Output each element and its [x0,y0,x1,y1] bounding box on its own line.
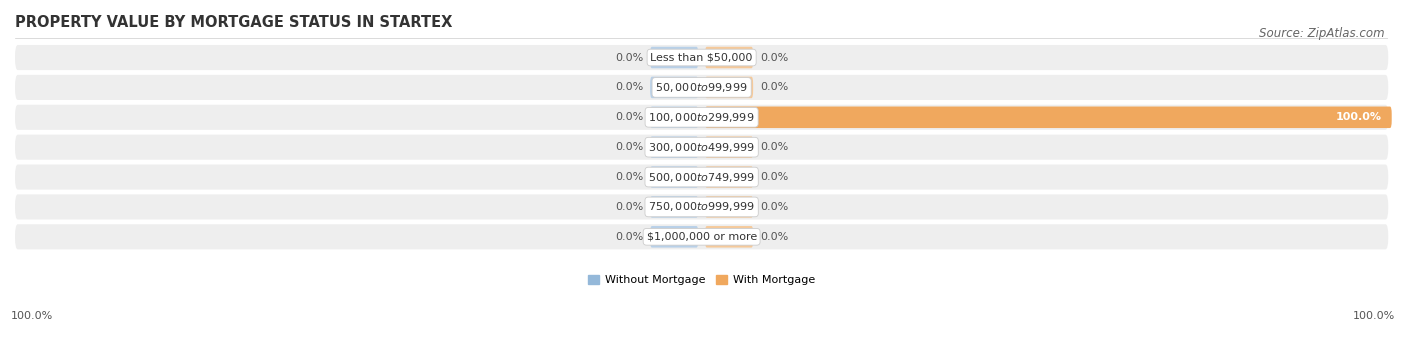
Text: 100.0%: 100.0% [1353,311,1395,321]
Text: Source: ZipAtlas.com: Source: ZipAtlas.com [1260,27,1385,40]
FancyBboxPatch shape [704,196,754,218]
FancyBboxPatch shape [650,226,699,248]
FancyBboxPatch shape [15,75,1388,100]
Text: $1,000,000 or more: $1,000,000 or more [647,232,756,242]
Text: 100.0%: 100.0% [1336,112,1382,122]
Text: 100.0%: 100.0% [11,311,53,321]
Text: $300,000 to $499,999: $300,000 to $499,999 [648,141,755,154]
FancyBboxPatch shape [650,136,699,158]
Text: Less than $50,000: Less than $50,000 [651,53,752,63]
FancyBboxPatch shape [704,136,754,158]
FancyBboxPatch shape [650,47,699,68]
FancyBboxPatch shape [15,194,1388,220]
Text: 0.0%: 0.0% [614,202,644,212]
Text: $50,000 to $99,999: $50,000 to $99,999 [655,81,748,94]
FancyBboxPatch shape [650,166,699,188]
FancyBboxPatch shape [650,196,699,218]
Text: 0.0%: 0.0% [614,82,644,92]
Legend: Without Mortgage, With Mortgage: Without Mortgage, With Mortgage [583,271,820,290]
Text: 0.0%: 0.0% [761,82,789,92]
Text: 0.0%: 0.0% [614,232,644,242]
Text: 0.0%: 0.0% [761,232,789,242]
FancyBboxPatch shape [650,106,699,128]
Text: $100,000 to $299,999: $100,000 to $299,999 [648,111,755,124]
FancyBboxPatch shape [704,76,754,98]
Text: 0.0%: 0.0% [761,172,789,182]
Text: 0.0%: 0.0% [761,142,789,152]
Text: 0.0%: 0.0% [614,142,644,152]
FancyBboxPatch shape [15,105,1388,130]
Text: $500,000 to $749,999: $500,000 to $749,999 [648,171,755,184]
FancyBboxPatch shape [704,47,754,68]
FancyBboxPatch shape [15,224,1388,249]
FancyBboxPatch shape [15,135,1388,160]
Text: $750,000 to $999,999: $750,000 to $999,999 [648,201,755,214]
Text: 0.0%: 0.0% [614,112,644,122]
Text: 0.0%: 0.0% [761,53,789,63]
FancyBboxPatch shape [15,45,1388,70]
FancyBboxPatch shape [704,166,754,188]
FancyBboxPatch shape [704,106,1392,128]
FancyBboxPatch shape [650,76,699,98]
Text: 0.0%: 0.0% [614,53,644,63]
Text: PROPERTY VALUE BY MORTGAGE STATUS IN STARTEX: PROPERTY VALUE BY MORTGAGE STATUS IN STA… [15,15,453,30]
Text: 0.0%: 0.0% [761,202,789,212]
FancyBboxPatch shape [15,165,1388,190]
Text: 0.0%: 0.0% [614,172,644,182]
FancyBboxPatch shape [704,226,754,248]
